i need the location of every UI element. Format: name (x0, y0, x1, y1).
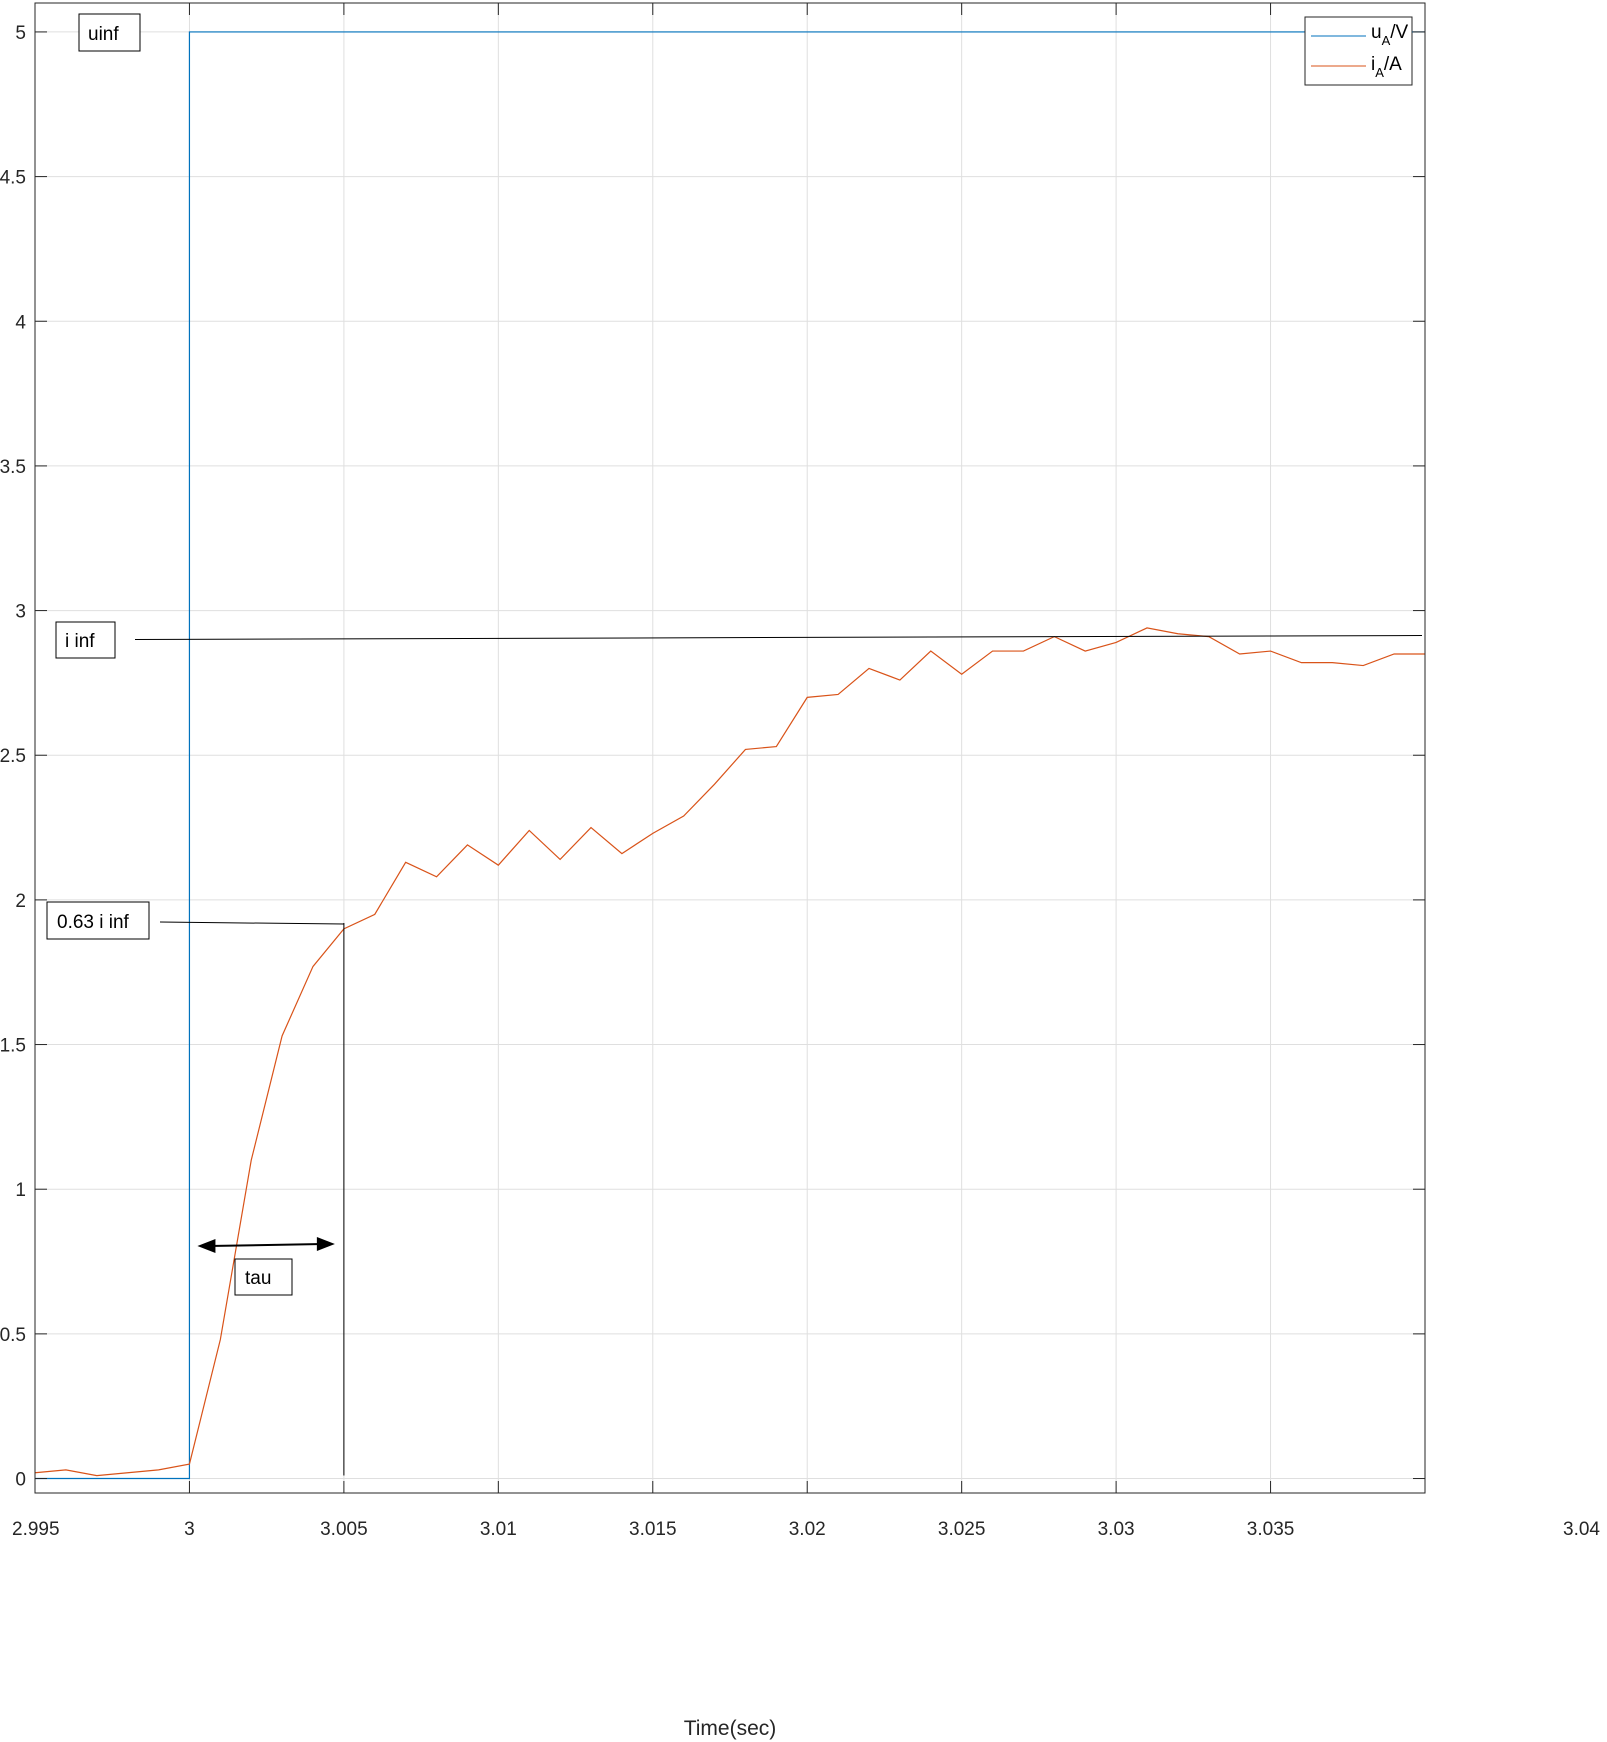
uinf-label: uinf (88, 24, 119, 45)
plot-area-frame (34, 2, 1426, 1494)
x-tick-label: 3.015 (629, 1519, 677, 1540)
grid-layer (34, 3, 1426, 1493)
y-tick-label: 4.5 (0, 168, 26, 189)
x-tick-label: 3.005 (320, 1519, 368, 1540)
legend-box (1304, 16, 1413, 86)
i63-annotation-box: 0.63 i inf (46, 901, 150, 940)
uinf-annotation-box: uinf (78, 13, 141, 52)
legend-label-ua: uA/V (1371, 22, 1409, 48)
x-tick-label: 3.025 (938, 1519, 986, 1540)
i-inf-label: i inf (65, 631, 95, 652)
legend-label-ia: iA/A (1371, 54, 1402, 80)
y-tick-label: 2 (15, 891, 26, 912)
tau-arrowhead-right (316, 1237, 335, 1251)
x-tick-label: 2.995 (12, 1519, 60, 1540)
y-tick-label: 0 (15, 1470, 26, 1491)
y-tick-label: 1.5 (0, 1036, 26, 1057)
y-tick-label: 4 (15, 312, 26, 333)
y-tick-label: 5 (15, 23, 26, 44)
i63-label: 0.63 i inf (57, 912, 130, 933)
series-layer (34, 31, 1425, 1480)
x-tick-label: 3.03 (1098, 1519, 1135, 1540)
tau-annotation-box: tau (234, 1258, 293, 1296)
annotation-layer: uinf i inf 0.63 i inf tau (46, 13, 1423, 1476)
tick-layer: 2.995 3 3.005 3.01 3.015 3.02 3.025 3.03 3.035 3.… (0, 3, 1600, 1540)
y-tick-label: 2.5 (0, 746, 26, 767)
x-tick-label: 3.02 (789, 1519, 826, 1540)
i63-reference-line (159, 921, 344, 925)
i-inf-reference-line (134, 635, 1423, 641)
y-tick-label: 0.5 (0, 1325, 26, 1346)
x-tick-label: 3.04 (1563, 1519, 1600, 1540)
i-inf-annotation-box: i inf (55, 621, 116, 659)
series-line-ia (34, 627, 1425, 1477)
x-axis-label: Time(sec) (684, 1717, 777, 1740)
y-tick-label: 3 (15, 602, 26, 623)
x-tick-label: 3.01 (480, 1519, 517, 1540)
tau-double-arrow (209, 1243, 323, 1247)
x-tick-label: 3.035 (1247, 1519, 1295, 1540)
tau-label: tau (245, 1268, 271, 1289)
legend: uA/V iA/A (1304, 16, 1413, 86)
tau-arrowhead-left (197, 1239, 216, 1253)
series-line-ua (35, 31, 1425, 1480)
x-tick-label: 3 (184, 1519, 195, 1540)
y-tick-label: 1 (15, 1180, 26, 1201)
y-tick-label: 3.5 (0, 457, 26, 478)
